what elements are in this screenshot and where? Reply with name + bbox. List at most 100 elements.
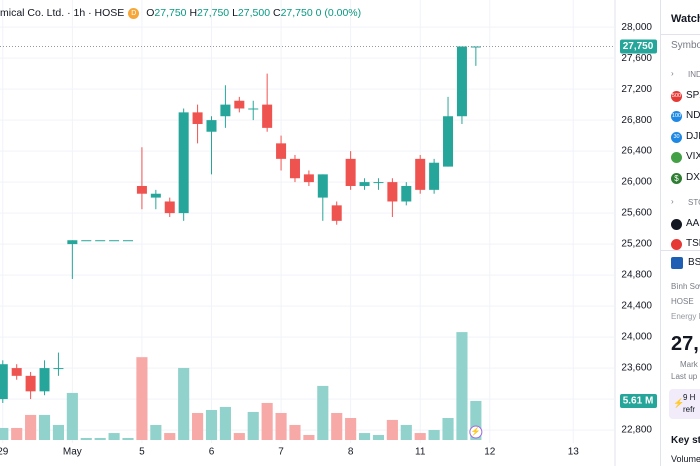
- symbol[interactable]: AA: [686, 218, 700, 229]
- x-tick-label: 7: [278, 447, 284, 458]
- volume-bar: [192, 412, 204, 440]
- volume-bar: [66, 392, 78, 440]
- last-volume-tag: [620, 393, 657, 408]
- y-tick-label: 27,600: [621, 53, 652, 64]
- notice-icon: ⚡: [673, 398, 685, 408]
- volume-bar: [470, 400, 482, 440]
- detail-volume: Volume: [671, 454, 700, 464]
- last-price-label: 27,750: [623, 41, 654, 52]
- x-tick-label: 11: [415, 447, 426, 458]
- candle-body: [470, 46, 481, 48]
- legend: mical Co. Ltd. · 1h · HOSE D O27,750 H27,…: [0, 7, 361, 19]
- symbol[interactable]: DJI: [686, 131, 700, 142]
- notice-text: refr: [683, 405, 695, 414]
- detail-update: Last up: [671, 372, 698, 381]
- candle-body: [289, 158, 300, 179]
- candle-body: [25, 375, 36, 392]
- symbol[interactable]: ND: [686, 110, 700, 121]
- symbol-icon: [671, 219, 682, 230]
- volume-bar: [456, 332, 468, 440]
- symbol[interactable]: DX: [686, 172, 700, 183]
- x-tick-label: 12: [484, 447, 496, 458]
- section-label[interactable]: STO: [688, 198, 700, 207]
- volume-bar: [25, 414, 37, 440]
- volume-bar: [442, 418, 454, 440]
- candle-body: [276, 143, 287, 159]
- volume-bar: [233, 433, 245, 440]
- candle-body: [136, 185, 147, 194]
- candle-body: [429, 162, 440, 190]
- volume-bar: [150, 424, 162, 440]
- change: 0 (0.00%): [315, 7, 362, 19]
- candle-body: [150, 193, 161, 198]
- volume-bar: [386, 419, 398, 440]
- candle-body: [401, 185, 412, 202]
- y-tick-label: 22,800: [621, 425, 652, 436]
- volume-bar: [372, 434, 385, 440]
- x-tick-label: 8: [348, 447, 354, 458]
- badge: D: [128, 8, 140, 19]
- x-tick-label: 6: [209, 447, 215, 458]
- x-tick-label: 29: [0, 447, 9, 458]
- y-tick-label: 27,200: [621, 84, 652, 95]
- volume-bar: [11, 427, 23, 440]
- detail-price: 27,: [671, 333, 699, 355]
- volume-bar: [261, 402, 273, 440]
- candle-body: [95, 240, 106, 242]
- panel-title[interactable]: Watchl: [671, 13, 700, 25]
- key-stats[interactable]: Key sta: [671, 435, 700, 446]
- detail-status: Mark: [680, 360, 698, 369]
- candle-body: [331, 205, 342, 221]
- event-icon: [469, 425, 483, 439]
- candle-body: [443, 116, 454, 167]
- symbol-icon: [671, 152, 682, 163]
- volume-bar: [275, 412, 287, 440]
- separator: [661, 34, 700, 35]
- watchlist-panel: Watchl Symbol IND › 500 SPX 100 ND 30 DJ…: [660, 0, 700, 466]
- candle-body: [456, 46, 467, 117]
- symbol-icon: 100: [671, 111, 682, 122]
- volume-bar: [358, 433, 371, 440]
- symbol[interactable]: SPX: [686, 90, 700, 101]
- separator: [661, 250, 700, 251]
- detail-name: Bình Sơn: [671, 282, 700, 291]
- volume-bar: [317, 385, 329, 440]
- candle-body: [373, 182, 384, 184]
- candle-body: [53, 368, 64, 370]
- candle-body: [248, 108, 259, 110]
- ohlc-value: 27,750: [280, 7, 313, 19]
- section-label[interactable]: IND: [688, 70, 700, 79]
- volume-bar: [303, 434, 315, 440]
- candle-body: [109, 240, 120, 242]
- x-tick-label: 13: [568, 447, 580, 458]
- y-tick-label: 24,400: [621, 301, 652, 312]
- symbol[interactable]: TSL: [686, 238, 700, 249]
- ohlc-key: C: [272, 7, 281, 19]
- volume-bar: [178, 367, 190, 440]
- volume-bar: [52, 424, 65, 440]
- candle-body: [303, 174, 314, 183]
- volume-bar: [80, 437, 92, 440]
- notice-box: [669, 389, 700, 419]
- last-volume-label: 5.61 M: [623, 396, 654, 407]
- ohlc-key: H: [189, 7, 198, 19]
- candle-body: [345, 158, 356, 186]
- y-tick-label: 26,000: [621, 177, 652, 188]
- ohlc-value: 27,500: [237, 7, 271, 19]
- y-tick-label: 24,800: [621, 270, 652, 281]
- ohlc-key: L: [232, 7, 238, 19]
- symbol-icon: 30: [671, 132, 682, 143]
- volume-bar: [122, 437, 134, 440]
- volume-bar: [94, 437, 106, 440]
- y-tick-label: 25,600: [621, 208, 652, 219]
- detail-symbol[interactable]: BS: [688, 257, 700, 268]
- candle-body: [262, 104, 273, 128]
- candle-body: [178, 112, 189, 214]
- y-tick-label: 26,800: [621, 115, 652, 126]
- candle-body: [415, 158, 426, 190]
- candle-body: [234, 100, 245, 109]
- symbol-icon: $: [671, 173, 682, 184]
- symbol[interactable]: VIX: [686, 151, 700, 162]
- volume-bar: [428, 429, 440, 440]
